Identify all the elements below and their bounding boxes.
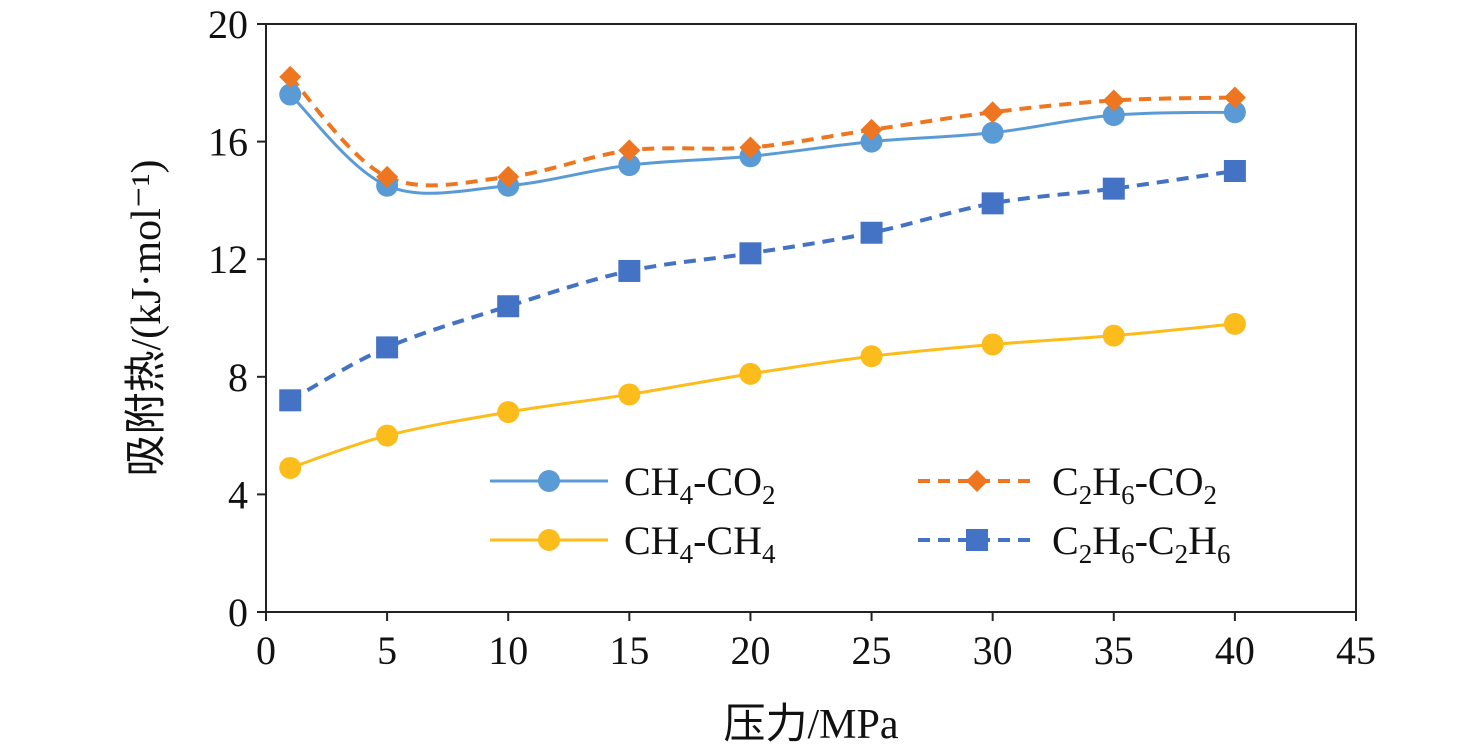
series-markers bbox=[279, 65, 1246, 479]
data-point-ch4-co2 bbox=[618, 154, 641, 177]
data-point-c2h6-c2h6 bbox=[618, 259, 641, 282]
legend-label: CH4-CH4 bbox=[624, 518, 776, 569]
legend-subscript: 2 bbox=[1079, 539, 1093, 569]
y-tick-label: 16 bbox=[208, 120, 248, 165]
x-tick-label: 40 bbox=[1215, 628, 1255, 673]
data-point-c2h6-c2h6 bbox=[497, 295, 520, 318]
x-tick-label: 45 bbox=[1336, 628, 1376, 673]
legend-item-c2h6-c2h6: C2H6-C2H6 bbox=[918, 518, 1230, 569]
data-point-ch4-ch4 bbox=[618, 383, 641, 406]
y-tick-label: 12 bbox=[208, 237, 248, 282]
y-axis-title: 吸附热/(kJ·mol⁻¹) bbox=[124, 159, 170, 476]
legend-label: C2H6-C2H6 bbox=[1052, 518, 1230, 569]
legend-subscript: 2 bbox=[1175, 539, 1189, 569]
x-axis: 0 5 10 15 20 25 30 35 40 45 bbox=[256, 612, 1376, 673]
legend-text-part: H bbox=[1092, 459, 1121, 504]
legend-subscript: 4 bbox=[680, 480, 694, 510]
data-point-ch4-ch4 bbox=[981, 333, 1004, 356]
legend-text-part: -CO bbox=[693, 459, 762, 504]
data-point-c2h6-co2 bbox=[1102, 89, 1125, 112]
series-line-ch4-co2 bbox=[289, 93, 1235, 195]
legend-marker bbox=[966, 529, 988, 551]
legend-marker bbox=[966, 470, 988, 492]
legend-subscript: 6 bbox=[1121, 480, 1135, 510]
data-point-c2h6-c2h6 bbox=[981, 192, 1004, 215]
x-tick-label: 35 bbox=[1094, 628, 1134, 673]
y-tick-label: 0 bbox=[228, 590, 248, 635]
x-tick-label: 15 bbox=[609, 628, 649, 673]
data-point-ch4-co2 bbox=[1102, 104, 1125, 127]
x-tick-label: 0 bbox=[256, 628, 276, 673]
data-point-ch4-ch4 bbox=[739, 362, 762, 385]
data-point-c2h6-co2 bbox=[497, 165, 520, 188]
legend-text-part: C bbox=[1052, 518, 1079, 563]
legend-subscript: 4 bbox=[762, 539, 776, 569]
x-axis-title: 压力/MPa bbox=[723, 702, 898, 748]
legend-subscript: 2 bbox=[762, 480, 776, 510]
legend-subscript: 2 bbox=[1079, 480, 1093, 510]
data-point-ch4-ch4 bbox=[1102, 324, 1125, 347]
data-point-c2h6-c2h6 bbox=[739, 242, 762, 265]
legend-subscript: 4 bbox=[680, 539, 694, 569]
data-point-c2h6-co2 bbox=[279, 65, 302, 88]
legend-item-ch4-co2: CH4-CO2 bbox=[490, 459, 775, 510]
y-tick-label: 8 bbox=[228, 355, 248, 400]
data-point-ch4-ch4 bbox=[497, 401, 520, 424]
legend-text-part: H bbox=[1092, 518, 1121, 563]
data-point-c2h6-c2h6 bbox=[1102, 177, 1125, 200]
data-point-c2h6-c2h6 bbox=[1223, 160, 1246, 182]
data-point-ch4-ch4 bbox=[279, 456, 302, 479]
y-tick-label: 20 bbox=[208, 2, 248, 47]
data-point-c2h6-co2 bbox=[981, 101, 1004, 124]
data-point-c2h6-c2h6 bbox=[376, 336, 399, 359]
legend-text-part: -C bbox=[1135, 518, 1175, 563]
legend-text-part: C bbox=[1052, 459, 1079, 504]
series-lines bbox=[288, 75, 1236, 470]
x-tick-label: 25 bbox=[852, 628, 892, 673]
data-point-c2h6-co2 bbox=[618, 139, 641, 162]
legend-text-part: -CO bbox=[1135, 459, 1204, 504]
plot-frame bbox=[265, 23, 1357, 613]
legend-text-part: -CH bbox=[693, 518, 762, 563]
legend-label: C2H6-CO2 bbox=[1052, 459, 1217, 510]
data-point-c2h6-c2h6 bbox=[279, 389, 302, 412]
plot-area bbox=[265, 23, 1357, 613]
legend-label: CH4-CO2 bbox=[624, 459, 775, 510]
legend-subscript: 6 bbox=[1217, 539, 1231, 569]
legend-text-part: CH bbox=[624, 518, 680, 563]
x-tick-label: 10 bbox=[488, 628, 528, 673]
x-tick-label: 20 bbox=[730, 628, 770, 673]
legend-text-part: H bbox=[1188, 518, 1217, 563]
data-point-c2h6-co2 bbox=[376, 165, 399, 188]
series-line-c2h6-c2h6 bbox=[289, 169, 1236, 403]
legend-subscript: 6 bbox=[1121, 539, 1135, 569]
data-point-c2h6-co2 bbox=[860, 118, 883, 141]
data-point-ch4-ch4 bbox=[376, 424, 399, 447]
data-point-c2h6-co2 bbox=[739, 136, 762, 159]
y-tick-label: 4 bbox=[228, 472, 248, 517]
data-point-ch4-ch4 bbox=[860, 345, 883, 368]
legend-subscript: 2 bbox=[1203, 480, 1217, 510]
data-point-ch4-co2 bbox=[279, 83, 302, 106]
x-tick-label: 5 bbox=[377, 628, 397, 673]
legend-item-ch4-ch4: CH4-CH4 bbox=[490, 518, 776, 569]
data-point-ch4-co2 bbox=[981, 121, 1004, 144]
data-point-c2h6-co2 bbox=[1223, 86, 1246, 109]
data-point-ch4-co2 bbox=[1223, 101, 1246, 124]
legend-text-part: CH bbox=[624, 459, 680, 504]
data-point-ch4-ch4 bbox=[1223, 312, 1246, 335]
series-line-ch4-ch4 bbox=[289, 322, 1236, 470]
data-point-ch4-co2 bbox=[860, 130, 883, 153]
legend-marker bbox=[538, 529, 560, 551]
x-tick-label: 30 bbox=[973, 628, 1013, 673]
legend-item-c2h6-co2: C2H6-CO2 bbox=[918, 459, 1217, 510]
data-point-c2h6-c2h6 bbox=[860, 221, 883, 244]
series-line-c2h6-co2 bbox=[288, 75, 1235, 188]
legend-marker bbox=[538, 470, 560, 492]
y-axis: 0 4 8 12 16 20 bbox=[208, 2, 266, 635]
